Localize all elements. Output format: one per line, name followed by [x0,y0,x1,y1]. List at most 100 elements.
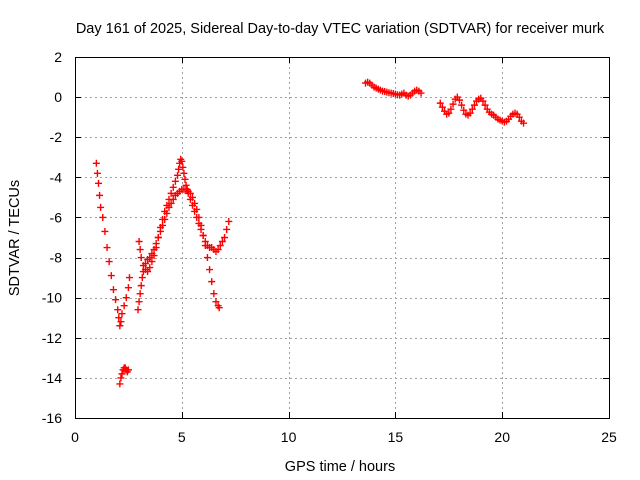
data-point [188,201,196,209]
data-point [199,231,207,239]
data-point [417,89,425,97]
data-point [214,246,222,254]
data-point [117,374,125,382]
chart-title: Day 161 of 2025, Sidereal Day-to-day VTE… [76,21,605,37]
data-point [515,113,523,121]
data-point [148,258,156,266]
data-point [136,290,144,298]
data-point [96,191,104,199]
data-point [179,163,187,171]
y-axis-ticks: 2 0 -2 -4 -6 -8 -10 -12 -14 -16 [42,49,609,426]
data-point [466,109,474,117]
data-point [438,103,446,111]
data-point [105,258,113,266]
data-point [146,264,154,272]
data-points [92,78,528,388]
data-point [174,171,182,179]
data-point [447,105,455,113]
data-point [171,177,179,185]
data-point [215,304,223,312]
data-point [479,97,487,105]
data-point [112,296,120,304]
x-tick-label: 5 [178,429,186,445]
data-point [221,234,229,241]
data-point [137,282,145,290]
data-point [101,227,109,235]
data-point [116,322,124,330]
data-point [94,179,102,187]
data-point [92,159,100,167]
data-point [169,183,177,191]
data-point [135,238,143,246]
data-point [124,366,132,374]
data-point [122,294,130,302]
data-point [218,238,226,246]
data-point [468,105,476,113]
y-tick-label: -2 [50,129,63,145]
data-point [125,274,133,282]
x-tick-label: 25 [601,429,617,445]
data-point [181,175,189,183]
data-point [124,284,132,292]
data-point [223,225,231,233]
data-point [114,306,122,314]
data-point [163,201,171,209]
data-point [136,246,144,254]
data-point [120,302,128,310]
data-point [470,101,478,109]
data-point [93,169,101,177]
data-point [144,268,152,276]
data-point [206,266,214,274]
data-point [481,101,489,109]
data-point [436,99,444,107]
data-point [520,119,528,127]
data-point [161,207,169,215]
data-point [97,203,105,211]
data-point [183,185,191,193]
data-point [118,370,126,378]
x-tick-label: 0 [71,429,79,445]
x-tick-label: 20 [494,429,510,445]
x-axis-ticks: 0 5 10 15 20 25 [71,57,617,445]
y-tick-label: 0 [54,89,62,105]
y-tick-label: -6 [50,209,63,225]
data-point [118,310,126,318]
data-point [167,189,175,197]
data-point [178,157,186,165]
data-point [159,215,167,223]
data-point [146,254,154,262]
data-point [135,298,143,306]
data-point [195,219,203,227]
data-point [107,272,115,280]
data-point [139,262,147,270]
data-point [197,225,205,233]
data-point [137,254,145,262]
data-point [184,189,192,197]
data-point [117,318,125,326]
data-point [99,213,107,221]
y-tick-label: -16 [42,410,62,426]
data-point [182,181,190,189]
data-point [167,199,175,207]
data-point [152,244,160,252]
data-point [186,195,194,203]
data-point [212,298,220,306]
data-point [201,238,209,246]
data-point [103,244,111,252]
data-point [156,223,164,231]
data-point [193,213,201,221]
data-point [138,274,146,282]
x-tick-label: 10 [281,429,297,445]
data-point [208,278,216,286]
y-tick-label: -4 [50,169,63,185]
data-point [203,254,211,262]
y-tick-label: -8 [50,250,63,266]
y-tick-label: -12 [42,330,62,346]
data-point [216,242,224,250]
data-point [458,101,466,109]
data-point [134,306,142,314]
data-point [175,165,183,173]
y-tick-label: -14 [42,370,62,386]
data-point [449,100,457,108]
